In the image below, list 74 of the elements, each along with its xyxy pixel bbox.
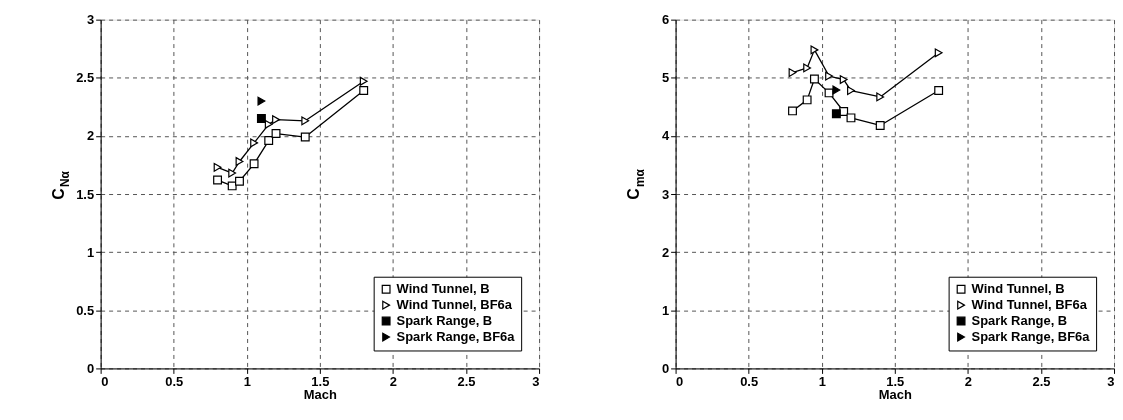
point	[264, 119, 273, 129]
y-axis-title: Cmα	[624, 168, 647, 200]
point	[359, 86, 369, 96]
point	[875, 120, 885, 130]
point	[249, 159, 259, 169]
y-tick-label: 0	[661, 360, 670, 376]
point	[788, 106, 797, 116]
legend-label: Wind Tunnel, BF6a	[396, 297, 513, 313]
point	[250, 138, 259, 148]
point	[803, 63, 812, 73]
point	[272, 115, 280, 125]
x-tick-label: 0.5	[740, 373, 759, 389]
x-tick-label: 1.5	[886, 373, 905, 389]
point	[810, 45, 819, 55]
y-axis-title: CNα	[49, 170, 72, 200]
x-tick-label: 0	[101, 373, 109, 389]
point	[235, 176, 244, 186]
point	[802, 95, 812, 105]
y-tick-label: 2	[661, 244, 670, 260]
legend-label: Wind Tunnel, B	[971, 281, 1065, 297]
legend-label: Spark Range, B	[971, 313, 1068, 329]
point	[213, 175, 223, 185]
point	[264, 136, 274, 146]
point	[831, 109, 841, 119]
y-tick-label: 1	[86, 244, 95, 260]
point	[213, 162, 222, 172]
point	[256, 114, 266, 123]
point	[228, 168, 237, 178]
y-tick-label: 3	[86, 12, 95, 28]
y-tick-label: 1.5	[76, 186, 95, 202]
y-tick-label: 0	[86, 360, 95, 376]
point	[257, 96, 266, 106]
point	[300, 132, 310, 142]
y-tick-label: 6	[661, 12, 670, 28]
y-tick-label: 4	[661, 128, 670, 144]
legend-label: Wind Tunnel, BF6a	[971, 297, 1088, 313]
x-tick-label: 2	[389, 373, 398, 389]
legend-label: Spark Range, BF6a	[396, 329, 516, 345]
point	[359, 76, 368, 86]
point	[847, 86, 855, 96]
y-tick-label: 3	[661, 186, 670, 202]
x-tick-label: 2.5	[1032, 373, 1051, 389]
x-tick-label: 3	[1107, 373, 1115, 389]
y-tick-label: 1	[661, 302, 670, 318]
y-tick-label: 0.5	[76, 302, 95, 318]
point	[832, 85, 841, 95]
legend-label: Wind Tunnel, B	[396, 281, 490, 297]
y-tick-label: 2.5	[76, 70, 95, 86]
x-tick-label: 0.5	[165, 373, 184, 389]
point	[235, 157, 244, 166]
point	[301, 116, 310, 126]
x-tick-label: 1.5	[311, 373, 330, 389]
point	[788, 68, 797, 78]
point	[271, 129, 281, 139]
point	[876, 92, 885, 102]
point	[825, 71, 833, 81]
x-tick-label: 3	[532, 373, 540, 389]
point	[227, 181, 237, 191]
y-tick-label: 2	[86, 128, 95, 144]
x-tick-label: 2	[964, 373, 972, 389]
legend-label: Spark Range, B	[396, 313, 493, 329]
x-tick-label: 1	[818, 373, 826, 389]
x-tick-label: 0	[676, 373, 684, 389]
x-axis-title: Mach	[878, 386, 912, 402]
x-tick-label: 2.5	[457, 373, 476, 389]
point	[934, 48, 943, 58]
point	[846, 113, 856, 123]
y-tick-label: 5	[661, 70, 670, 86]
point	[809, 74, 819, 84]
x-tick-label: 1	[243, 373, 251, 389]
x-axis-title: Mach	[303, 386, 337, 402]
point	[934, 86, 944, 96]
legend-label: Spark Range, BF6a	[971, 329, 1091, 345]
point	[839, 75, 848, 84]
